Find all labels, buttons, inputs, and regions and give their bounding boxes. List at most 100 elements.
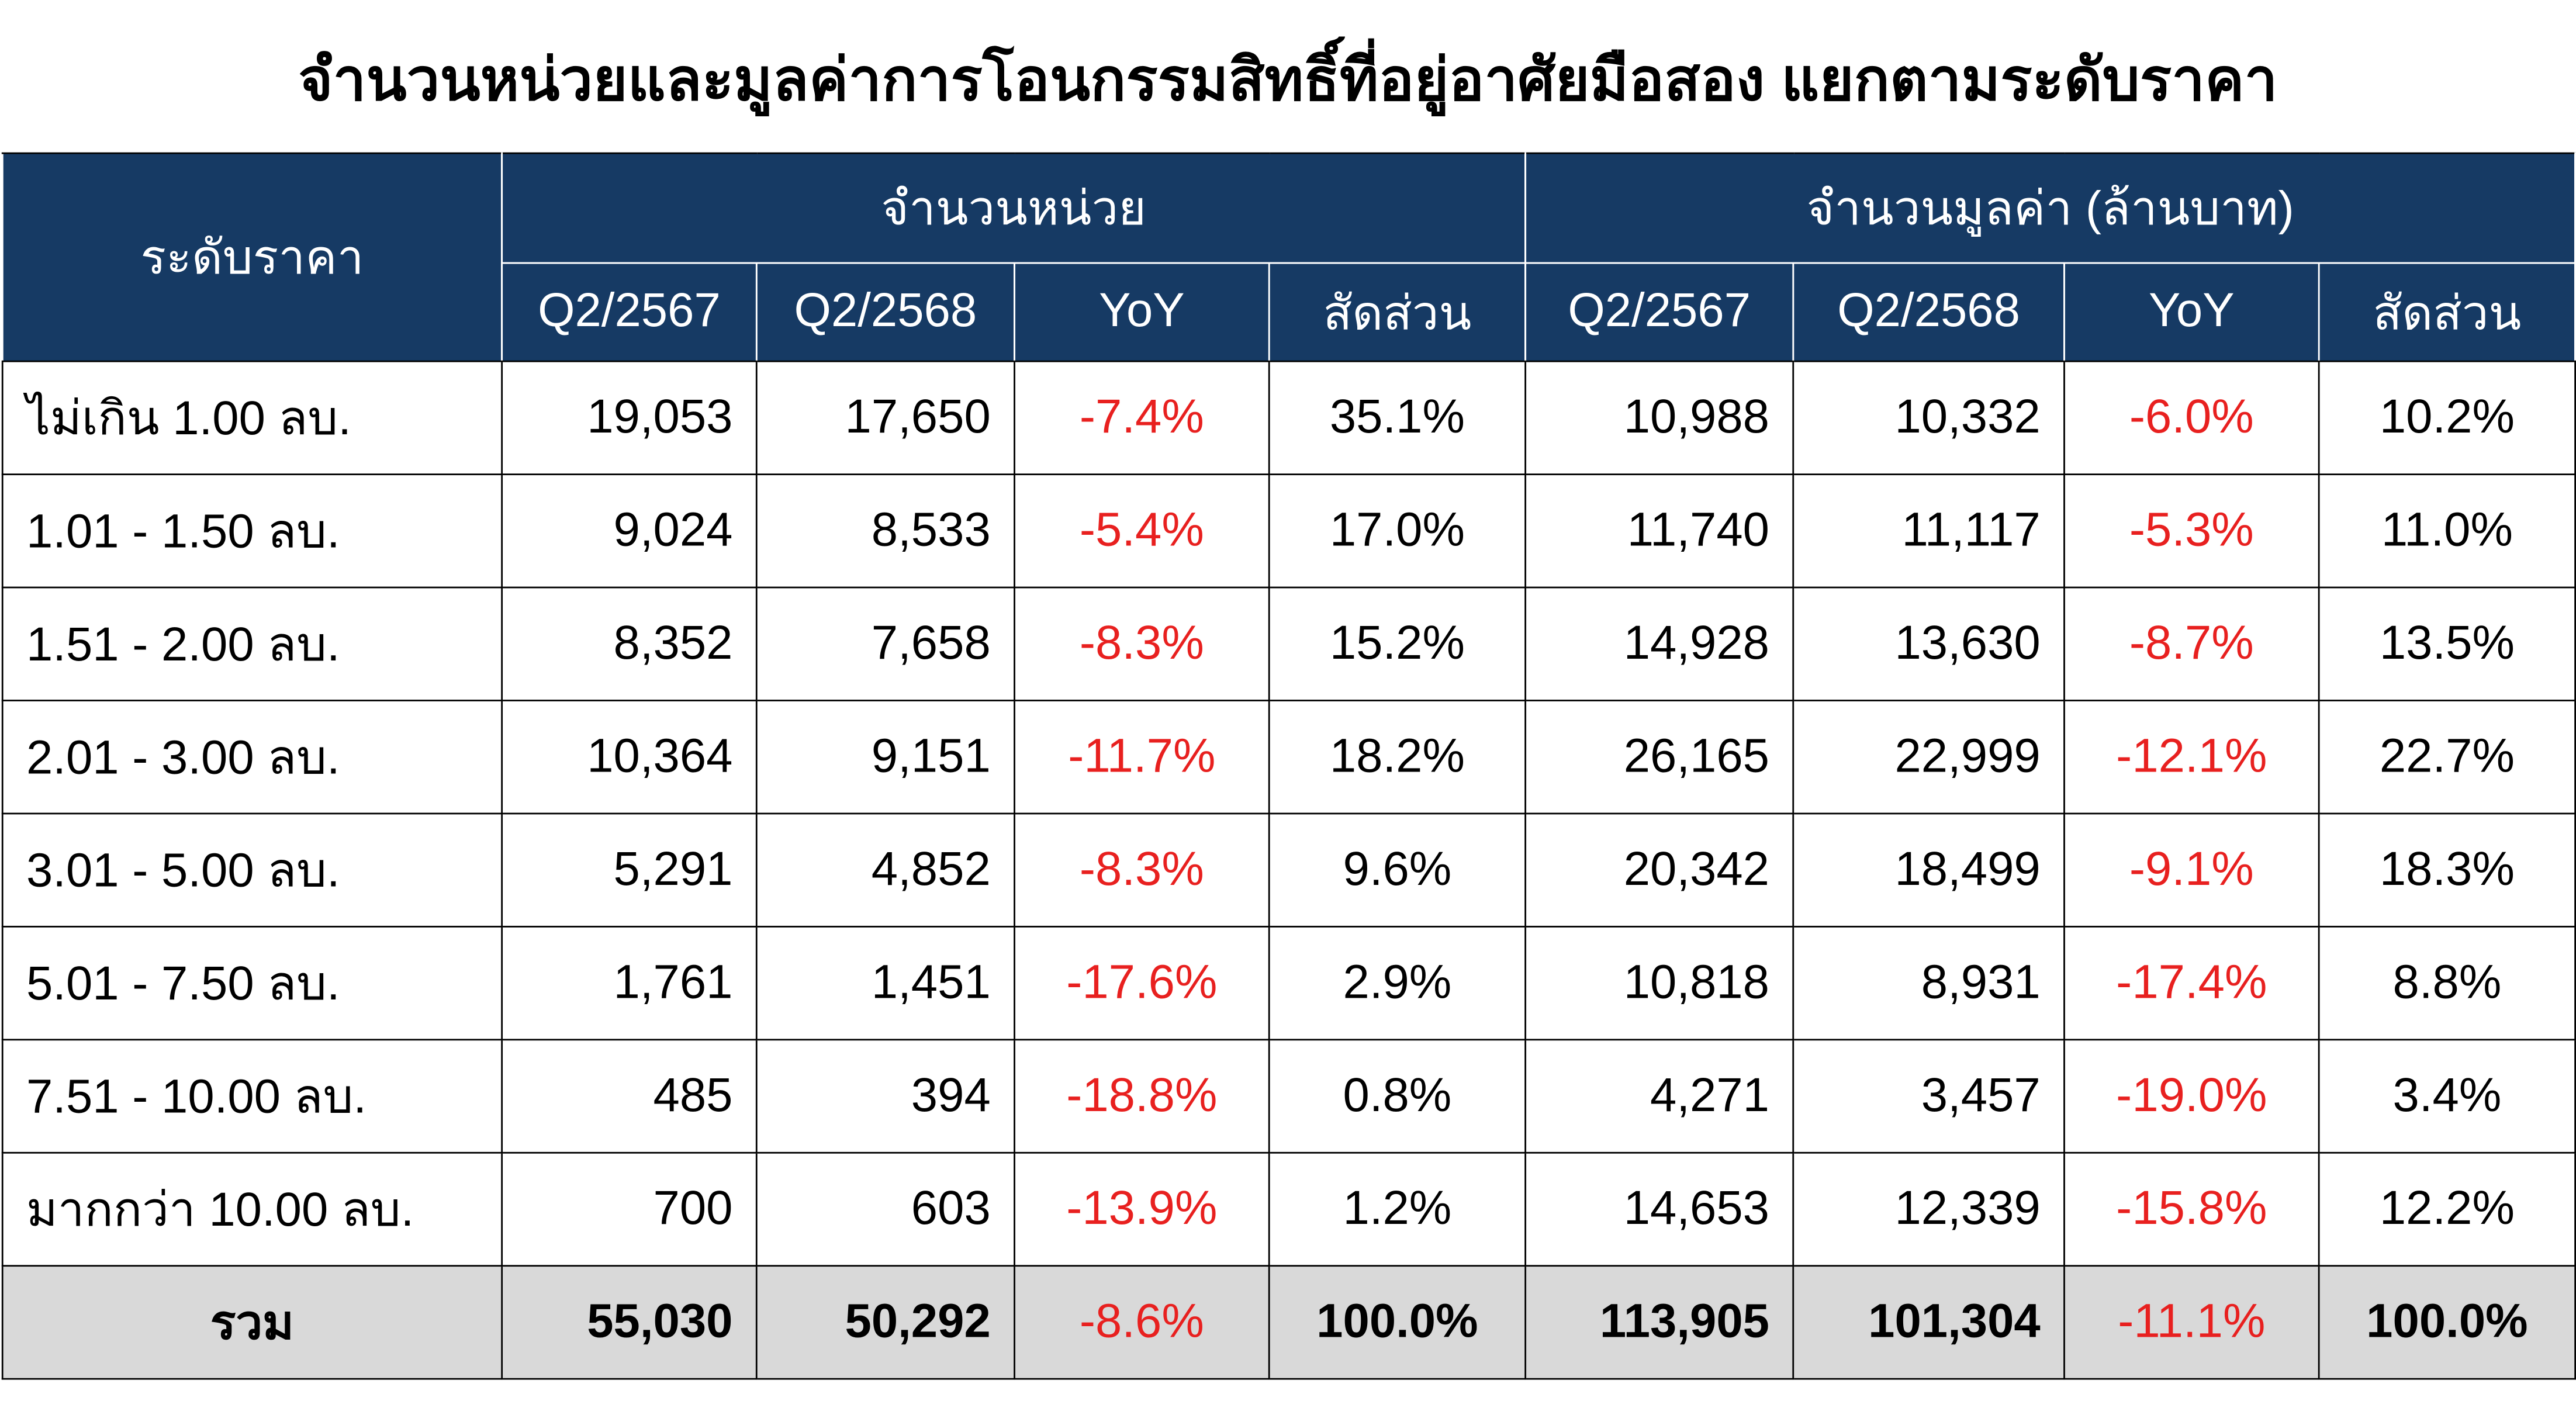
cell: 394 <box>755 1039 1015 1154</box>
cell: 12.2% <box>2318 1151 2576 1267</box>
cell: -8.7% <box>2063 586 2320 701</box>
cell: 3.4% <box>2318 1039 2576 1154</box>
total-cell: -11.1% <box>2063 1265 2320 1380</box>
cell: 17,650 <box>755 360 1015 476</box>
cell: 3,457 <box>1792 1039 2065 1154</box>
cell: 14,653 <box>1524 1151 1794 1267</box>
cell: 1,761 <box>501 925 758 1041</box>
cell: 9.6% <box>1268 812 1527 928</box>
total-cell: -8.6% <box>1014 1265 1270 1380</box>
cell: 8,931 <box>1792 925 2065 1041</box>
cell: 700 <box>501 1151 758 1267</box>
cell: -11.7% <box>1014 700 1270 815</box>
cell: 485 <box>501 1039 758 1154</box>
row-label: 1.01 - 1.50 ลบ. <box>1 473 503 589</box>
subheader: Q2/2567 <box>501 262 758 362</box>
subheader: Q2/2568 <box>1792 262 2065 362</box>
cell: 18,499 <box>1792 812 2065 928</box>
cell: 17.0% <box>1268 473 1527 589</box>
table-row: ไม่เกิน 1.00 ลบ. 19,053 17,650 -7.4% 35.1% 10… <box>1 360 2576 476</box>
row-label: 3.01 - 5.00 ลบ. <box>1 812 503 928</box>
cell: 19,053 <box>501 360 758 476</box>
total-cell: 100.0% <box>1268 1265 1527 1380</box>
cell: 18.2% <box>1268 700 1527 815</box>
total-cell: 113,905 <box>1524 1265 1794 1380</box>
cell: 1.2% <box>1268 1151 1527 1267</box>
cell: 14,928 <box>1524 586 1794 701</box>
subheader: YoY <box>2063 262 2320 362</box>
cell: 35.1% <box>1268 360 1527 476</box>
table-header: ระดับราคา จำนวนหน่วย จำนวนมูลค่า (ล้านบาท)… <box>1 152 2576 362</box>
table-row: 2.01 - 3.00 ลบ. 10,364 9,151 -11.7% 18.2% 26,… <box>1 700 2576 815</box>
cell: 1,451 <box>755 925 1015 1041</box>
row-label: มากกว่า 10.00 ลบ. <box>1 1151 503 1267</box>
row-label: 2.01 - 3.00 ลบ. <box>1 700 503 815</box>
table-row: มากกว่า 10.00 ลบ. 700 603 -13.9% 1.2% 14,653 1… <box>1 1151 2576 1267</box>
cell: -5.4% <box>1014 473 1270 589</box>
cell: 5,291 <box>501 812 758 928</box>
cell: 13,630 <box>1792 586 2065 701</box>
total-cell: 100.0% <box>2318 1265 2576 1380</box>
cell: -9.1% <box>2063 812 2320 928</box>
cell: 11,117 <box>1792 473 2065 589</box>
cell: -17.6% <box>1014 925 1270 1041</box>
subheader: สัดส่วน <box>1268 262 1527 362</box>
row-label: 7.51 - 10.00 ลบ. <box>1 1039 503 1154</box>
cell: 2.9% <box>1268 925 1527 1041</box>
header-row: ระดับราคา จำนวนหน่วย จำนวนมูลค่า (ล้านบาท) <box>1 152 2576 362</box>
group-header: จำนวนหน่วย <box>501 152 1527 264</box>
cell: 22.7% <box>2318 700 2576 815</box>
row-label: 1.51 - 2.00 ลบ. <box>1 586 503 701</box>
cell: -7.4% <box>1014 360 1270 476</box>
table-row: 1.01 - 1.50 ลบ. 9,024 8,533 -5.4% 17.0% 11,74… <box>1 473 2576 589</box>
page-title: จำนวนหน่วยและมูลค่าการโอนกรรมสิทธิ์ที่อย… <box>298 46 2278 113</box>
cell: -18.8% <box>1014 1039 1270 1154</box>
subheader: สัดส่วน <box>2318 262 2576 362</box>
table-row: 7.51 - 10.00 ลบ. 485 394 -18.8% 0.8% 4,271 3,4… <box>1 1039 2576 1154</box>
cell: -19.0% <box>2063 1039 2320 1154</box>
total-row: รวม 55,030 50,292 -8.6% 100.0% 113,905 101,304… <box>1 1265 2576 1380</box>
group-header: จำนวนมูลค่า (ล้านบาท) <box>1524 152 2576 264</box>
cell: 603 <box>755 1151 1015 1267</box>
subheader-row: Q2/2567 Q2/2568 YoY สัดส่วน Q2/2567 Q2/2568 Yo… <box>2 262 2576 362</box>
cell: 11.0% <box>2318 473 2576 589</box>
cell: 15.2% <box>1268 586 1527 701</box>
total-cell: 50,292 <box>755 1265 1015 1380</box>
data-table: ระดับราคา จำนวนหน่วย จำนวนมูลค่า (ล้านบาท)… <box>1 152 2576 1380</box>
table-body: ไม่เกิน 1.00 ลบ. 19,053 17,650 -7.4% 35.1% 10… <box>1 360 2576 1380</box>
cell: 11,740 <box>1524 473 1794 589</box>
table-row: 1.51 - 2.00 ลบ. 8,352 7,658 -8.3% 15.2% 14,92… <box>1 586 2576 701</box>
subheader: YoY <box>1014 262 1270 362</box>
table-row: 5.01 - 7.50 ลบ. 1,761 1,451 -17.6% 2.9% 10,81… <box>1 925 2576 1041</box>
total-cell: 55,030 <box>501 1265 758 1380</box>
cell: 10,332 <box>1792 360 2065 476</box>
cell: 10,988 <box>1524 360 1794 476</box>
cell: 8.8% <box>2318 925 2576 1041</box>
cell: 10,818 <box>1524 925 1794 1041</box>
subheader: Q2/2568 <box>755 262 1015 362</box>
row-header: ระดับราคา <box>1 152 503 362</box>
cell: -17.4% <box>2063 925 2320 1041</box>
row-label: ไม่เกิน 1.00 ลบ. <box>1 360 503 476</box>
total-label: รวม <box>1 1265 503 1380</box>
cell: -8.3% <box>1014 812 1270 928</box>
cell: 4,852 <box>755 812 1015 928</box>
cell: 12,339 <box>1792 1151 2065 1267</box>
cell: -12.1% <box>2063 700 2320 815</box>
table-row: 3.01 - 5.00 ลบ. 5,291 4,852 -8.3% 9.6% 20,342… <box>1 812 2576 928</box>
cell: 9,024 <box>501 473 758 589</box>
cell: 8,352 <box>501 586 758 701</box>
cell: 22,999 <box>1792 700 2065 815</box>
cell: 20,342 <box>1524 812 1794 928</box>
cell: 0.8% <box>1268 1039 1527 1154</box>
subheader: Q2/2567 <box>1524 262 1794 362</box>
cell: 10.2% <box>2318 360 2576 476</box>
total-cell: 101,304 <box>1792 1265 2065 1380</box>
cell: -5.3% <box>2063 473 2320 589</box>
cell: 13.5% <box>2318 586 2576 701</box>
cell: -6.0% <box>2063 360 2320 476</box>
cell: 9,151 <box>755 700 1015 815</box>
cell: 18.3% <box>2318 812 2576 928</box>
cell: 7,658 <box>755 586 1015 701</box>
